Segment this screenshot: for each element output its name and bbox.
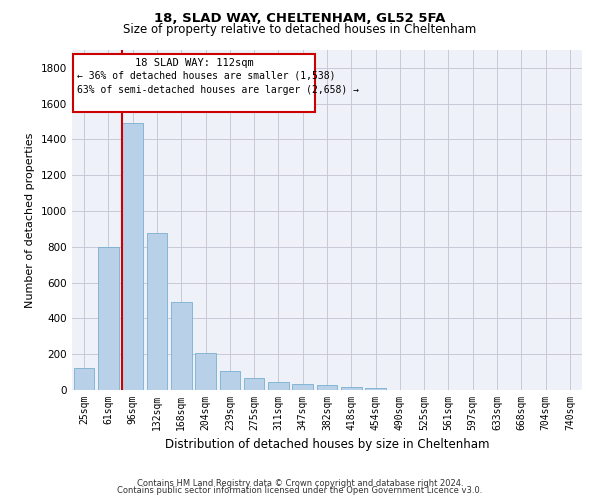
FancyBboxPatch shape	[73, 54, 315, 112]
Bar	[171, 302, 191, 390]
Bar	[195, 354, 216, 390]
Bar	[341, 388, 362, 390]
Y-axis label: Number of detached properties: Number of detached properties	[25, 132, 35, 308]
Text: Contains HM Land Registry data © Crown copyright and database right 2024.: Contains HM Land Registry data © Crown c…	[137, 478, 463, 488]
Text: 63% of semi-detached houses are larger (2,658) →: 63% of semi-detached houses are larger (…	[77, 85, 359, 95]
X-axis label: Distribution of detached houses by size in Cheltenham: Distribution of detached houses by size …	[165, 438, 489, 452]
Bar	[292, 384, 313, 390]
Bar	[74, 368, 94, 390]
Text: 18, SLAD WAY, CHELTENHAM, GL52 5FA: 18, SLAD WAY, CHELTENHAM, GL52 5FA	[154, 12, 446, 26]
Text: 18 SLAD WAY: 112sqm: 18 SLAD WAY: 112sqm	[134, 58, 253, 68]
Bar	[122, 124, 143, 390]
Bar	[98, 247, 119, 390]
Text: ← 36% of detached houses are smaller (1,538): ← 36% of detached houses are smaller (1,…	[77, 70, 335, 81]
Text: Contains public sector information licensed under the Open Government Licence v3: Contains public sector information licen…	[118, 486, 482, 495]
Bar	[146, 232, 167, 390]
Bar	[244, 378, 265, 390]
Text: Size of property relative to detached houses in Cheltenham: Size of property relative to detached ho…	[124, 22, 476, 36]
Bar	[220, 371, 240, 390]
Bar	[268, 382, 289, 390]
Bar	[365, 388, 386, 390]
Bar	[317, 385, 337, 390]
